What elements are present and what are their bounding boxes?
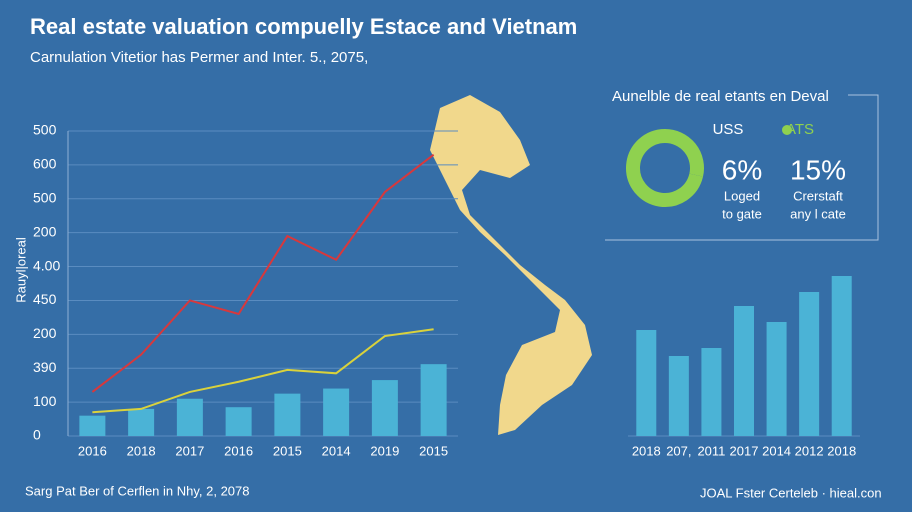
y-tick-label: 100 (33, 393, 57, 409)
x-tick-label: 207, (666, 443, 691, 458)
subtitle: Carnulation Vitetior has Permer and Inte… (30, 49, 368, 66)
line (91, 153, 435, 393)
vietnam-map (430, 95, 592, 435)
bar (734, 306, 754, 436)
bar (766, 322, 787, 436)
x-tick-label: 2016 (78, 443, 107, 458)
y-tick-label: 390 (33, 359, 57, 375)
bar (371, 380, 398, 436)
x-tick-label: 2015 (273, 443, 302, 458)
x-tick-label: 2018 (127, 443, 156, 458)
x-tick-label: 2017 (730, 443, 759, 458)
x-tick-label: 2019 (370, 443, 399, 458)
footer-right: JOAL Fster Certeleb · hieal.con (700, 485, 882, 500)
value-label: 6% (722, 154, 762, 185)
y-tick-label: 200 (33, 325, 57, 341)
panel-title: Aunelble de real etants en Deval (612, 88, 829, 105)
legend-label: USS (713, 121, 744, 138)
footer-left: Sarg Pat Ber of Cerflen in Nhy, 2, 2078 (25, 483, 250, 498)
y-tick-label: 500 (33, 122, 57, 138)
legend-dot (782, 125, 792, 135)
bar (799, 292, 820, 436)
y-tick-label: 500 (33, 189, 57, 205)
bar (225, 407, 252, 436)
y-axis-label: Rauyl|oreal (13, 237, 28, 303)
y-tick-label: 0 (33, 427, 41, 443)
x-tick-label: 2012 (795, 443, 824, 458)
line (92, 328, 434, 414)
bar (323, 388, 350, 436)
caption: Loged (724, 188, 760, 203)
x-tick-label: 2018 (827, 443, 856, 458)
bar (636, 330, 657, 436)
donut-segment (664, 129, 704, 177)
bar (79, 415, 106, 436)
legend-label: ATS (786, 121, 814, 138)
y-tick-label: 4.00 (33, 257, 60, 273)
x-tick-label: 2011 (697, 443, 725, 458)
value-label: 15% (790, 154, 846, 185)
x-tick-label: 2014 (762, 443, 791, 458)
bar (176, 398, 203, 436)
bar (128, 408, 155, 436)
caption: to gate (722, 206, 762, 221)
bar (420, 364, 447, 436)
x-tick-label: 2014 (322, 443, 351, 458)
bar (701, 348, 722, 436)
bar (831, 276, 852, 436)
title: Real estate valuation compuelly Estace a… (30, 14, 577, 39)
y-tick-label: 600 (33, 156, 57, 172)
y-tick-label: 450 (33, 291, 57, 307)
x-tick-label: 2016 (224, 443, 253, 458)
panel-border (605, 94, 879, 241)
bar (668, 356, 689, 436)
caption: Crerstaft (793, 188, 843, 203)
caption: any l cate (790, 206, 846, 221)
donut-segment (626, 129, 704, 207)
x-tick-label: 2017 (175, 443, 204, 458)
x-tick-label: 2018 (632, 443, 661, 458)
bar (274, 393, 301, 436)
y-tick-label: 200 (33, 223, 57, 239)
x-tick-label: 2015 (419, 443, 448, 458)
